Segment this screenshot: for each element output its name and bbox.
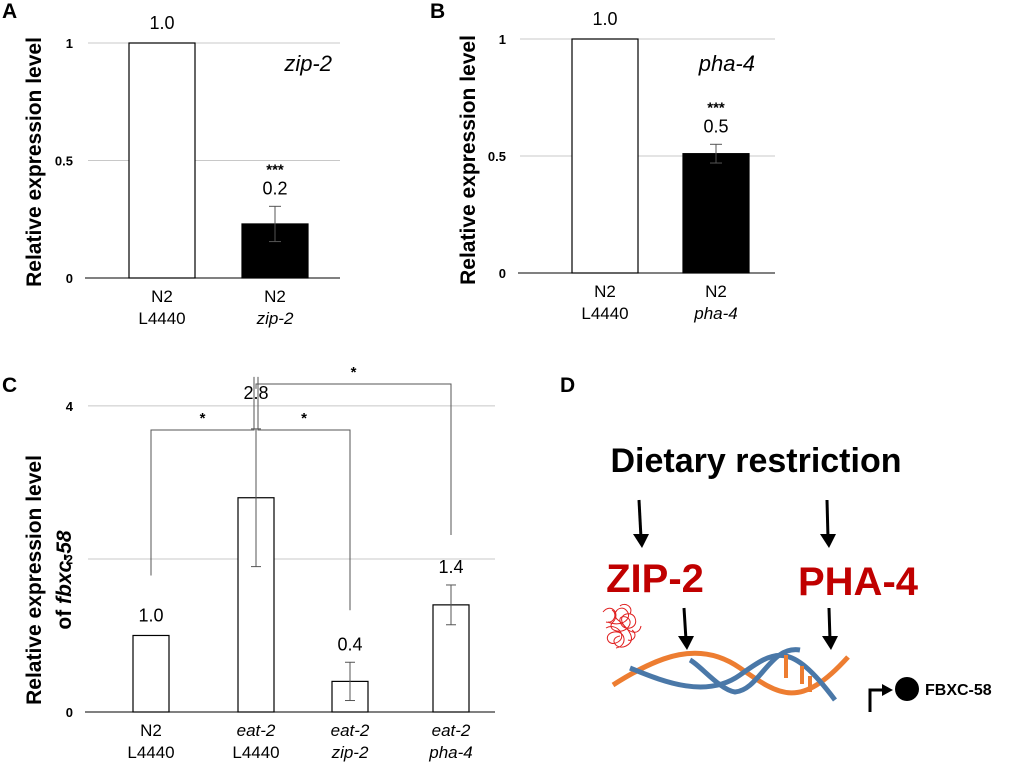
significance-marker: *	[301, 410, 307, 427]
category-label-line1: N2	[594, 282, 616, 301]
value-label: 1.0	[149, 13, 174, 33]
y-tick-label: 4	[66, 399, 74, 414]
category-label-line1: eat-2	[237, 721, 276, 740]
category-label-line1: N2	[705, 282, 727, 301]
panel-c-label: C	[2, 374, 17, 397]
promoter-arrow-icon	[868, 684, 893, 712]
value-label: 1.4	[438, 557, 463, 577]
panel-c-y-axis-label-line2: of fbxc-58	[53, 530, 76, 630]
significance-bracket	[255, 383, 452, 535]
panel-a-chart: 0 0.5 1 1.0 N2 L4440 0.2*** N2 zip-2	[55, 13, 340, 328]
significance-bracket	[150, 376, 255, 576]
category-label-line2: L4440	[138, 309, 185, 328]
protein-tangle-icon	[602, 603, 642, 649]
panel-c-chart: 0 2 4 1.0 N2 L4440 2.8 eat-2 L4440 0.4 eat-2 zip-2 1…	[66, 364, 495, 762]
dietary-restriction-title: Dietary restriction	[611, 442, 902, 480]
panel-a-y-axis-label: Relative expression level	[23, 37, 46, 287]
pha-4-protein-label: PHA-4	[798, 560, 919, 604]
significance-bracket	[257, 376, 351, 611]
value-label: 0.2	[262, 178, 287, 198]
fbxc-58-protein-icon	[895, 677, 919, 701]
bar-2	[682, 153, 750, 274]
panel-a: A Relative expression level 0 0.5 1 1.0 N2 L4…	[2, 0, 340, 328]
arrow-icon	[822, 607, 838, 650]
category-label-line2: zip-2	[256, 309, 294, 328]
panel-b-gene-annotation: pha-4	[698, 51, 755, 76]
fbxc-58-label: FBXC-58	[925, 682, 992, 699]
value-label: 0.5	[703, 116, 728, 136]
panel-d: D Dietary restriction ZIP-2 PHA-4	[560, 374, 992, 712]
bar-1	[571, 38, 639, 274]
significance-marker: ***	[707, 99, 725, 116]
panel-c: C Relative expression level of fbxc-58 0…	[2, 364, 495, 762]
panel-d-label: D	[560, 374, 575, 397]
panel-a-label: A	[2, 0, 17, 23]
category-label-line2: pha-4	[428, 743, 472, 762]
category-label-line1: N2	[140, 721, 162, 740]
significance-marker: *	[200, 410, 206, 427]
value-label: 1.0	[592, 9, 617, 29]
y-tick-label: 0	[66, 271, 73, 286]
y-tick-label: 0.5	[488, 149, 506, 164]
bar-1	[132, 634, 170, 713]
dna-helix-icon	[611, 647, 850, 702]
category-label-line1: eat-2	[331, 721, 370, 740]
y-tick-label: 0	[499, 266, 506, 281]
panel-c-y-axis-label-line1: Relative expression level	[23, 455, 46, 705]
category-label-line2: L4440	[581, 304, 628, 323]
panel-a-gene-annotation: zip-2	[283, 51, 332, 76]
value-label: 2.8	[243, 383, 268, 403]
category-label-line1: N2	[151, 287, 173, 306]
panel-b-y-axis-label: Relative expression level	[457, 35, 480, 285]
category-label-line2: zip-2	[331, 743, 369, 762]
category-label-line2: pha-4	[693, 304, 737, 323]
arrow-icon	[820, 499, 836, 548]
category-label-line2: L4440	[232, 743, 279, 762]
zip-2-protein-label: ZIP-2	[606, 557, 704, 601]
value-label: 1.0	[138, 605, 163, 625]
category-label-line1: eat-2	[432, 721, 471, 740]
y-tick-label: 0.5	[55, 154, 73, 169]
panel-b-label: B	[430, 0, 445, 23]
bar-1	[128, 42, 196, 279]
significance-marker: ***	[266, 161, 284, 178]
arrow-icon	[633, 499, 649, 548]
category-label-line2: L4440	[127, 743, 174, 762]
y-tick-label: 2	[66, 552, 73, 567]
y-tick-label: 0	[66, 705, 73, 720]
category-label-line1: N2	[264, 287, 286, 306]
panel-b: B Relative expression level 0 0.5 1 1.0 N2 L4…	[430, 0, 775, 323]
y-tick-label: 1	[66, 36, 73, 51]
y-tick-label: 1	[499, 32, 506, 47]
arrow-icon	[678, 607, 694, 650]
significance-marker: *	[351, 364, 357, 381]
value-label: 0.4	[337, 634, 362, 654]
